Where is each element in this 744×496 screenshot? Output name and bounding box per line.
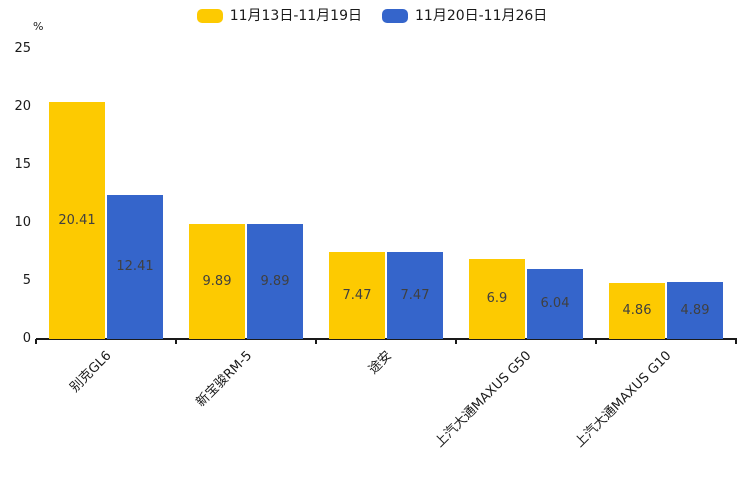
bar-value-label: 6.04	[540, 295, 570, 311]
x-axis-category-label: 上汽大通MAXUS G10	[572, 348, 675, 451]
y-axis-tick-label: 10	[14, 215, 31, 230]
y-axis-tick-label: 0	[22, 331, 31, 346]
bar-value-label: 9.89	[202, 273, 232, 289]
x-axis-tick	[735, 339, 737, 344]
x-axis-category-label: 上汽大通MAXUS G50	[432, 348, 535, 451]
legend-swatch-week1-icon	[196, 9, 223, 23]
bar-value-label: 20.41	[58, 212, 96, 228]
y-axis-tick-label: 25	[14, 41, 31, 56]
bar-series1-途安	[329, 252, 385, 339]
legend: 11月13日-11月19日 11月20日-11月26日	[0, 7, 744, 25]
x-axis-tick	[595, 339, 597, 344]
x-axis-category-label: 别克GL6	[67, 348, 115, 396]
y-axis-tick-label: 20	[14, 99, 31, 114]
legend-item-week2[interactable]: 11月20日-11月26日	[382, 7, 547, 25]
bar-series2-上汽大通MAXUS G50	[527, 268, 583, 339]
bar-value-label: 12.41	[116, 259, 154, 275]
bar-value-label: 9.89	[260, 273, 290, 289]
x-axis-tick	[35, 339, 37, 344]
legend-item-week1[interactable]: 11月13日-11月19日	[196, 7, 362, 25]
bar-series1-上汽大通MAXUS G50	[469, 258, 525, 339]
x-axis-category-label: 途安	[365, 348, 395, 378]
y-axis-tick-label: 15	[14, 157, 31, 172]
legend-label-week1: 11月13日-11月19日	[229, 8, 362, 24]
bar-value-label: 4.86	[622, 302, 652, 318]
bar-series1-新宝骏RM-5	[189, 224, 245, 339]
bar-series2-别克GL6	[107, 195, 163, 339]
x-axis-tick	[315, 339, 317, 344]
bar-series2-上汽大通MAXUS G10	[667, 282, 723, 339]
bar-value-label: 7.47	[342, 287, 372, 303]
x-axis-tick	[455, 339, 457, 344]
x-axis-category-label: 新宝骏RM-5	[193, 348, 255, 411]
bar-value-label: 6.9	[486, 290, 508, 306]
legend-swatch-week2-icon	[382, 9, 408, 23]
bar-series1-上汽大通MAXUS G10	[609, 282, 665, 339]
bar-series2-新宝骏RM-5	[247, 224, 303, 339]
y-axis-unit-label: %	[33, 20, 44, 33]
legend-label-week2: 11月20日-11月26日	[415, 8, 548, 24]
x-axis-line	[36, 338, 737, 340]
bar-value-label: 4.89	[680, 302, 710, 318]
bar-series2-途安	[387, 252, 443, 339]
bar-series1-别克GL6	[49, 102, 105, 339]
x-axis-tick	[175, 339, 177, 344]
bar-value-label: 7.47	[400, 287, 430, 303]
y-axis-tick-label: 5	[22, 273, 31, 288]
